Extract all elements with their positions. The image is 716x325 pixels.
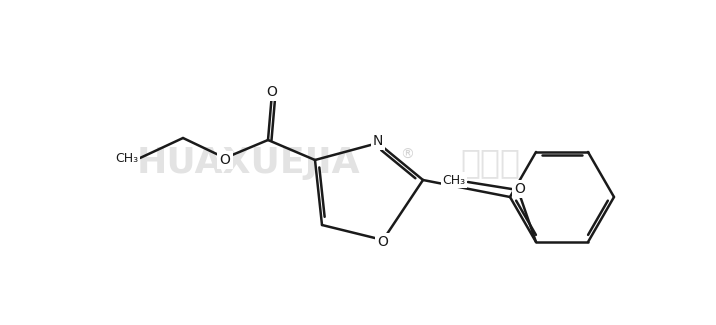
Text: ®: ® <box>400 148 414 162</box>
Text: N: N <box>373 134 383 148</box>
Text: O: O <box>220 153 231 167</box>
Text: CH₃: CH₃ <box>442 174 465 187</box>
Text: O: O <box>266 85 277 99</box>
Text: HUAXUEJIA: HUAXUEJIA <box>136 146 360 180</box>
Text: 化学加: 化学加 <box>460 147 520 179</box>
Text: CH₃: CH₃ <box>115 151 139 164</box>
Text: O: O <box>515 182 526 196</box>
Text: O: O <box>377 235 389 249</box>
